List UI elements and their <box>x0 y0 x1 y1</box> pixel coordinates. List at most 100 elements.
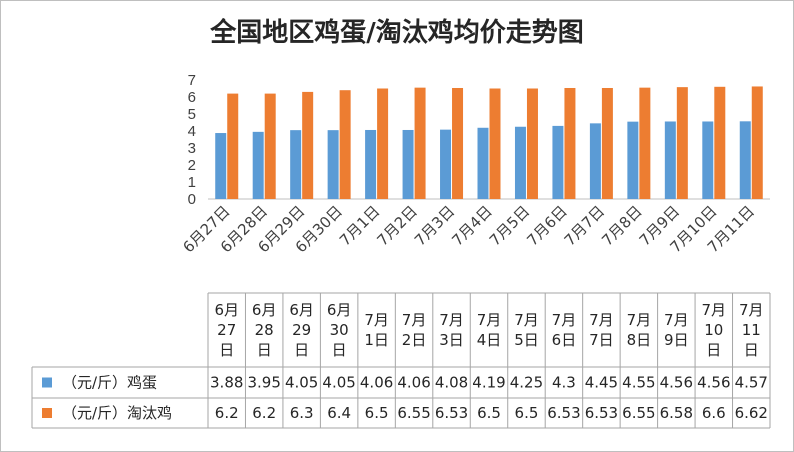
x-tick-label: 7月2日 <box>373 202 420 249</box>
table-value-cell: 6.5 <box>515 404 539 422</box>
bar-egg-12 <box>664 121 676 199</box>
table-value-cell: 3.88 <box>210 374 243 392</box>
bar-hen-10 <box>601 87 613 199</box>
table-header-cell: 7月 <box>664 311 689 329</box>
bar-egg-9 <box>552 125 564 199</box>
bar-egg-7 <box>477 127 489 199</box>
table-value-cell: 4.25 <box>510 374 543 392</box>
legend-swatch <box>42 377 52 388</box>
bar-hen-9 <box>564 87 576 199</box>
table-header-cell: 29 <box>292 321 311 339</box>
data-table: 6月 27 日 6月 28 日 6月 29 日 6月 30 日 7月 1日 7月 2日 7月 3日 7月 4日 7月 5日… <box>31 292 771 429</box>
table-value-cell: 6.5 <box>477 404 501 422</box>
table-value-cell: 4.06 <box>360 374 393 392</box>
table-value-cell: 6.4 <box>327 404 351 422</box>
table-header-cell: 2日 <box>402 331 427 349</box>
bar-egg-3 <box>327 130 339 199</box>
bar-egg-14 <box>739 121 751 199</box>
bar-egg-2 <box>290 130 302 199</box>
table-value-cell: 6.3 <box>290 404 314 422</box>
table-header-cell: 6月 <box>252 301 277 319</box>
y-tick-label: 3 <box>188 140 196 157</box>
table-value-cell: 6.62 <box>735 404 768 422</box>
y-tick-label: 7 <box>188 72 196 89</box>
table-header-cell: 日 <box>257 341 272 359</box>
x-tick-label: 7月1日 <box>336 202 383 249</box>
table-value-cell: 6.2 <box>215 404 239 422</box>
y-tick-label: 1 <box>188 174 196 191</box>
table-header-cell: 8日 <box>627 331 652 349</box>
table-header-cell: 5日 <box>514 331 539 349</box>
bar-egg-1 <box>252 131 264 199</box>
table-value-cell: 6.53 <box>435 404 468 422</box>
table-header-cell: 7月 <box>477 311 502 329</box>
bar-hen-14 <box>751 86 763 199</box>
table-value-cell: 4.06 <box>397 374 430 392</box>
x-tick-label: 7月8日 <box>598 202 645 249</box>
bar-hen-11 <box>639 87 651 199</box>
y-tick-label: 5 <box>188 106 196 123</box>
table-value-cell: 6.53 <box>585 404 618 422</box>
x-tick-label: 7月3日 <box>411 202 458 249</box>
table-header-cell: 1日 <box>364 331 389 349</box>
bar-hen-1 <box>264 93 276 199</box>
y-tick-label: 2 <box>188 157 196 174</box>
table-value-cell: 6.55 <box>397 404 430 422</box>
bar-hen-13 <box>714 86 726 199</box>
table-header-cell: 6月 <box>327 301 352 319</box>
bar-hen-0 <box>227 93 239 199</box>
table-header-cell: 日 <box>744 341 759 359</box>
table-value-cell: 4.05 <box>285 374 318 392</box>
table-header-cell: 4日 <box>477 331 502 349</box>
bar-hen-5 <box>414 87 426 199</box>
table-value-cell: 6.58 <box>660 404 693 422</box>
table-header-cell: 7月 <box>439 311 464 329</box>
bar-hen-8 <box>526 88 538 199</box>
bar-hen-6 <box>452 87 464 199</box>
table-header-cell: 11 <box>742 321 761 339</box>
table-value-cell: 6.53 <box>547 404 580 422</box>
legend-label: （元/斤）鸡蛋 <box>62 374 157 392</box>
legend-label: （元/斤）淘汰鸡 <box>62 404 172 422</box>
x-tick-label: 7月4日 <box>448 202 495 249</box>
y-tick-label: 0 <box>188 191 196 208</box>
table-header-cell: 30 <box>330 321 349 339</box>
bar-egg-0 <box>215 133 227 199</box>
table-value-cell: 6.2 <box>252 404 276 422</box>
x-tick-label: 7月7日 <box>561 202 608 249</box>
bar-hen-2 <box>302 91 314 199</box>
table-header-cell: 7月 <box>514 311 539 329</box>
table-value-cell: 6.5 <box>365 404 389 422</box>
table-value-cell: 4.45 <box>585 374 618 392</box>
table-value-cell: 4.56 <box>660 374 693 392</box>
bar-hen-3 <box>339 90 351 199</box>
table-header-cell: 6月 <box>289 301 314 319</box>
table-value-cell: 4.08 <box>435 374 468 392</box>
table-header-cell: 9日 <box>664 331 689 349</box>
x-tick-label: 7月5日 <box>486 202 533 249</box>
bar-egg-10 <box>589 123 601 199</box>
bar-egg-8 <box>514 126 526 199</box>
table-header-cell: 28 <box>255 321 274 339</box>
x-tick-label: 7月6日 <box>523 202 570 249</box>
table-header-cell: 7月 <box>627 311 652 329</box>
chart-title: 全国地区鸡蛋/淘汰鸡均价走势图 <box>210 18 584 48</box>
table-value-cell: 4.55 <box>622 374 655 392</box>
table-value-cell: 4.05 <box>322 374 355 392</box>
bar-egg-11 <box>627 121 639 199</box>
bar-egg-13 <box>702 121 714 199</box>
legend-swatch <box>42 408 52 418</box>
bar-hen-7 <box>489 88 501 199</box>
table-header-cell: 10 <box>704 321 723 339</box>
table-header-cell: 7日 <box>589 331 614 349</box>
bar-hen-4 <box>377 88 389 199</box>
table-value-cell: 4.3 <box>552 374 576 392</box>
y-tick-label: 4 <box>188 123 196 140</box>
table-header-cell: 日 <box>294 341 309 359</box>
table-header-cell: 日 <box>219 341 234 359</box>
table-header-cell: 7月 <box>739 301 764 319</box>
bar-layer <box>215 86 763 199</box>
